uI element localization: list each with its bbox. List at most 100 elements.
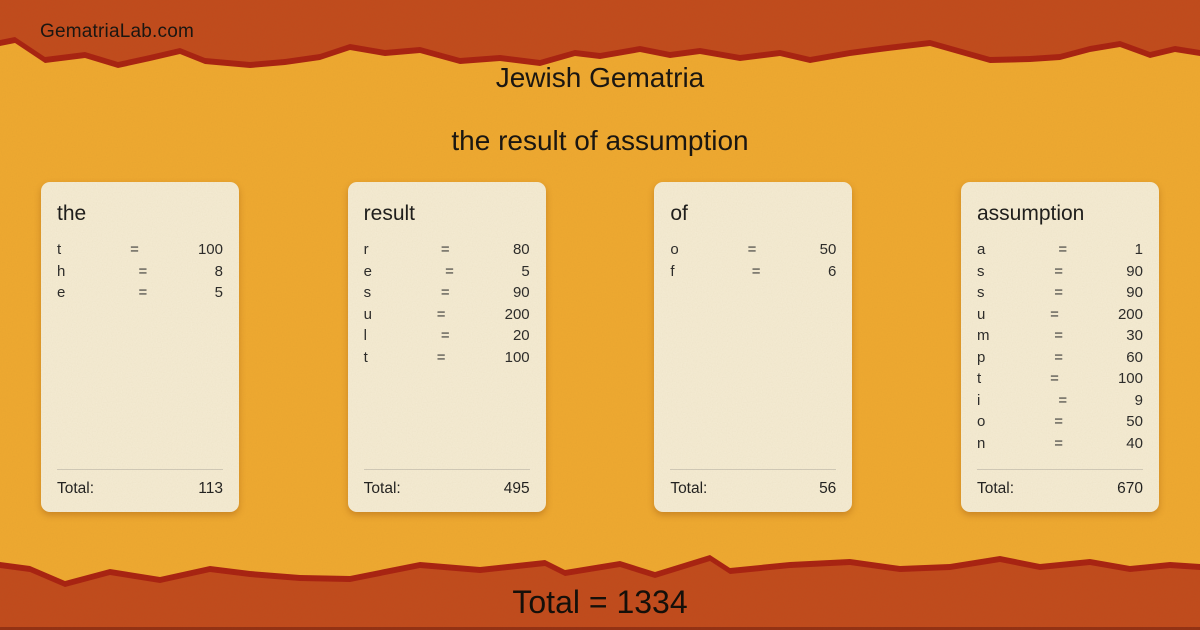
letter-value: 5 bbox=[521, 262, 530, 280]
letter-value: 9 bbox=[1134, 391, 1143, 409]
letter-row: t = 100 bbox=[364, 347, 530, 369]
site-brand: GematriaLab.com bbox=[40, 21, 195, 42]
grand-total: Total = 1334 bbox=[512, 584, 688, 620]
letter: t bbox=[976, 370, 982, 387]
letter-value: 90 bbox=[1126, 262, 1143, 280]
letter: m bbox=[976, 327, 990, 344]
card-word: result bbox=[363, 202, 416, 225]
word-cards-row: the t = 100 h = 8 e = 5 Tot bbox=[41, 182, 1159, 512]
equals-sign: = bbox=[138, 284, 148, 301]
letter-value: 50 bbox=[819, 241, 837, 258]
letter: o bbox=[976, 413, 986, 430]
equals-sign: = bbox=[1050, 370, 1059, 387]
word-card-assumption: assumption a = 1 s = 90 s = 90 bbox=[960, 182, 1159, 512]
letter: s bbox=[976, 262, 985, 280]
total-label: Total: bbox=[57, 480, 95, 497]
letter-row: r = 80 bbox=[364, 239, 530, 261]
letter: u bbox=[363, 305, 372, 323]
equals-sign: = bbox=[1054, 348, 1063, 366]
letter-row: u = 200 bbox=[364, 304, 530, 326]
letter-row: i = 9 bbox=[977, 390, 1143, 412]
letter-row: t = 100 bbox=[57, 239, 223, 261]
letter: h bbox=[57, 262, 66, 280]
equals-sign: = bbox=[1054, 327, 1063, 344]
letter-row: o = 50 bbox=[977, 411, 1143, 433]
equals-sign: = bbox=[445, 262, 454, 280]
letter-row: o = 50 bbox=[670, 239, 836, 261]
letter-value: 5 bbox=[214, 284, 223, 301]
letter-value: 40 bbox=[1126, 434, 1143, 452]
card-total: Total: 113 bbox=[57, 469, 223, 498]
equals-sign: = bbox=[1054, 262, 1063, 280]
equals-sign: = bbox=[751, 262, 761, 280]
letter-row: t = 100 bbox=[977, 368, 1143, 390]
letter-value: 200 bbox=[1117, 305, 1143, 323]
letter-value: 100 bbox=[504, 348, 530, 366]
letter-value: 100 bbox=[197, 241, 223, 258]
equals-sign: = bbox=[138, 262, 148, 280]
equals-sign: = bbox=[1054, 413, 1063, 430]
letter-value: 80 bbox=[512, 241, 530, 258]
equals-sign: = bbox=[1054, 434, 1063, 452]
letter-row: l = 20 bbox=[364, 325, 530, 347]
letter-rows: a = 1 s = 90 s = 90 u = 200 bbox=[977, 239, 1143, 454]
letter-value: 90 bbox=[1126, 284, 1143, 301]
letter-rows: o = 50 f = 6 bbox=[670, 239, 836, 282]
letter-row: p = 60 bbox=[977, 347, 1143, 369]
card-word: the bbox=[57, 202, 87, 225]
letter-rows: t = 100 h = 8 e = 5 bbox=[57, 239, 223, 304]
letter: o bbox=[670, 241, 679, 258]
letter-row: s = 90 bbox=[364, 282, 530, 304]
queried-phrase: the result of assumption bbox=[451, 125, 749, 156]
equals-sign: = bbox=[440, 241, 450, 258]
letter-value: 60 bbox=[1126, 348, 1143, 366]
letter-row: e = 5 bbox=[364, 261, 530, 283]
letter-value: 20 bbox=[512, 327, 530, 344]
letter-value: 50 bbox=[1126, 413, 1143, 430]
letter-row: f = 6 bbox=[670, 261, 836, 283]
letter: e bbox=[57, 284, 66, 301]
total-value: 495 bbox=[503, 480, 530, 497]
letter: f bbox=[670, 262, 675, 280]
equals-sign: = bbox=[440, 284, 450, 301]
card-word: of bbox=[670, 202, 688, 225]
letter-value: 6 bbox=[827, 262, 837, 280]
word-card-result: result r = 80 e = 5 s = 90 u bbox=[347, 182, 546, 512]
letter-row: a = 1 bbox=[977, 239, 1143, 261]
word-card-the: the t = 100 h = 8 e = 5 Tot bbox=[41, 182, 239, 512]
card-total: Total: 495 bbox=[363, 469, 530, 498]
equals-sign: = bbox=[1054, 284, 1063, 301]
letter: t bbox=[363, 348, 368, 366]
total-label: Total: bbox=[363, 480, 401, 497]
total-label: Total: bbox=[670, 480, 708, 497]
letter: e bbox=[363, 262, 372, 280]
card-total: Total: 670 bbox=[976, 469, 1143, 498]
letter: i bbox=[976, 391, 981, 409]
equals-sign: = bbox=[130, 241, 139, 258]
letter: s bbox=[363, 284, 372, 301]
letter-row: s = 90 bbox=[977, 282, 1143, 304]
letter: s bbox=[976, 284, 985, 301]
card-word: assumption bbox=[976, 202, 1085, 225]
letter: a bbox=[976, 241, 986, 258]
total-value: 670 bbox=[1117, 480, 1143, 497]
total-value: 113 bbox=[198, 480, 223, 497]
equals-sign: = bbox=[1058, 241, 1068, 258]
word-card-of: of o = 50 f = 6 Total: 56 bbox=[654, 182, 853, 512]
total-value: 56 bbox=[819, 480, 837, 497]
equals-sign: = bbox=[1050, 305, 1059, 323]
letter: n bbox=[976, 434, 986, 452]
total-label: Total: bbox=[976, 480, 1015, 497]
letter: u bbox=[976, 305, 986, 323]
letter-rows: r = 80 e = 5 s = 90 u = 200 bbox=[364, 239, 530, 368]
letter-row: m = 30 bbox=[977, 325, 1143, 347]
letter: p bbox=[976, 348, 986, 366]
equals-sign: = bbox=[1058, 391, 1068, 409]
letter: r bbox=[363, 241, 369, 258]
letter-row: h = 8 bbox=[57, 261, 223, 283]
equals-sign: = bbox=[436, 348, 446, 366]
equals-sign: = bbox=[440, 327, 450, 344]
letter: l bbox=[363, 327, 367, 344]
letter-value: 200 bbox=[504, 305, 530, 323]
letter-row: u = 200 bbox=[977, 304, 1143, 326]
